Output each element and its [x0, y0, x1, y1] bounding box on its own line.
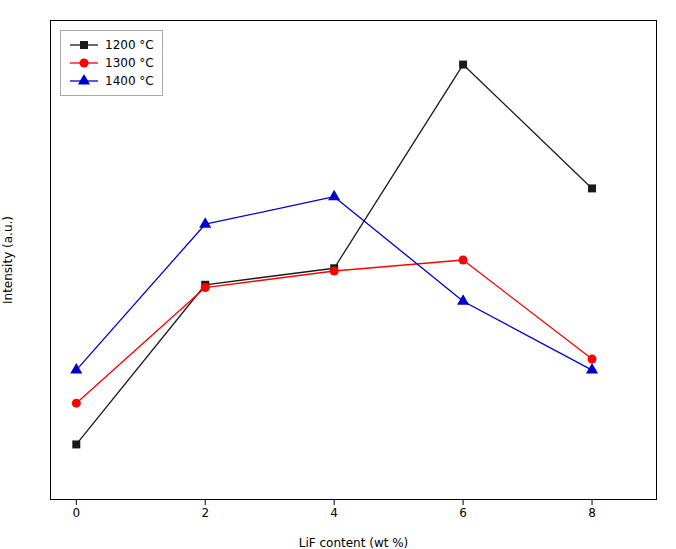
- svg-text:4: 4: [330, 506, 338, 520]
- html-text:1400 °C: 1400 °C: [105, 74, 154, 88]
- svg-text:LiF content (wt %): LiF content (wt %): [299, 536, 409, 549]
- html-text:1200 °C: 1200 °C: [105, 38, 154, 52]
- svg-text:2: 2: [201, 506, 209, 520]
- svg-text:0: 0: [72, 506, 80, 520]
- svg-text:8: 8: [588, 506, 596, 520]
- svg-text:6: 6: [459, 506, 467, 520]
- html-text:1300 °C: 1300 °C: [105, 56, 154, 70]
- svg-text:Intensity (a.u.): Intensity (a.u.): [1, 216, 15, 304]
